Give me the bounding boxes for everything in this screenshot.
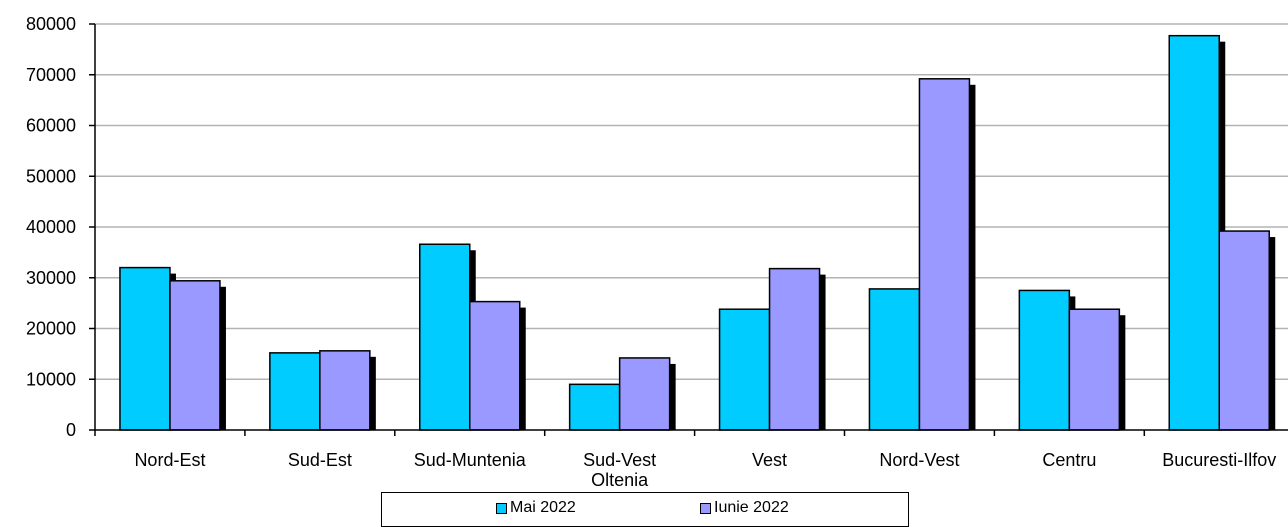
legend-item-mai-2022: Mai 2022 (496, 499, 576, 517)
bar (868, 288, 921, 431)
x-tick-label: Sud-Muntenia (414, 450, 527, 470)
bar (918, 78, 971, 431)
bar (469, 300, 521, 431)
bar (169, 280, 221, 431)
x-tick-label: Nord-Vest (879, 450, 959, 470)
bar (319, 350, 371, 431)
legend-swatch-iunie-2022 (700, 502, 711, 514)
y-tick-label: 10000 (26, 369, 76, 389)
bar (269, 352, 321, 431)
y-tick-label: 50000 (26, 166, 76, 186)
bar (618, 357, 671, 431)
legend-swatch-mai-2022 (496, 502, 507, 514)
bar (1218, 230, 1270, 431)
gridlines (95, 23, 1288, 380)
y-tick-label: 40000 (26, 217, 76, 237)
y-tick-label: 70000 (26, 65, 76, 85)
x-tick-label: Bucuresti-Ilfov (1162, 450, 1276, 470)
legend-item-iunie-2022: Iunie 2022 (700, 499, 789, 517)
x-tick-label: Centru (1042, 450, 1096, 470)
bars (119, 34, 1276, 431)
x-tick-label: Sud-Est (288, 450, 352, 470)
y-tick-label: 80000 (26, 14, 76, 34)
y-tick-label: 60000 (26, 116, 76, 136)
y-tick-label: 20000 (26, 319, 76, 339)
bar (568, 383, 621, 431)
legend-label-iunie-2022: Iunie 2022 (714, 499, 789, 516)
x-axis: Nord-Est Sud-Est Sud-Muntenia Sud-Vest Olten… (94, 429, 1288, 490)
x-tick-label: Vest (752, 450, 787, 470)
y-tick-label: 0 (66, 420, 76, 440)
bar (1018, 289, 1071, 431)
bar (1068, 308, 1121, 431)
bar (419, 243, 471, 431)
y-tick-label: 30000 (26, 268, 76, 288)
bar (718, 308, 771, 431)
bar (119, 266, 171, 431)
y-axis: 0 10000 20000 30000 40000 50000 60000 70000 8000… (26, 14, 96, 440)
bar (768, 267, 821, 431)
x-tick-label: Nord-Est (134, 450, 205, 470)
legend-label-mai-2022: Mai 2022 (510, 499, 576, 516)
legend: Mai 2022 Iunie 2022 (381, 492, 909, 527)
x-tick-label: Sud-Vest Oltenia (583, 450, 656, 490)
chart: 0 10000 20000 30000 40000 50000 60000 70000 8000… (26, 14, 1288, 490)
bar (1168, 34, 1220, 431)
